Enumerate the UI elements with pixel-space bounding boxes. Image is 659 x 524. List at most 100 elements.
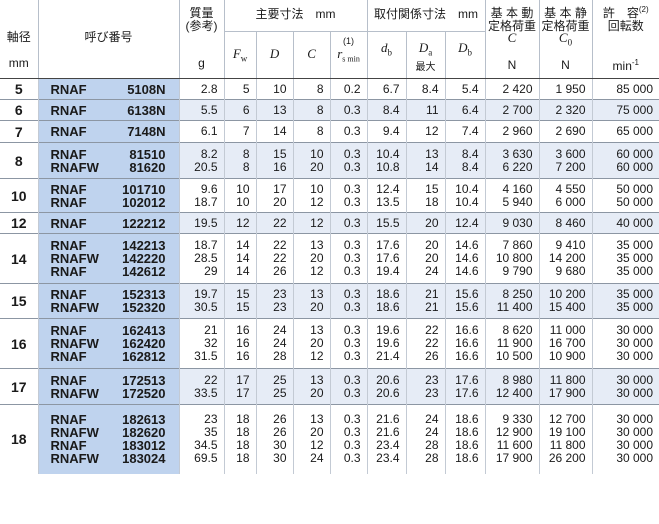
fw-value: 18 [236, 438, 250, 453]
shaft-size-cell: 14 [0, 233, 38, 284]
d-value: 17 [273, 181, 287, 196]
db-value: 6.7 [382, 81, 400, 96]
part-number: 172513 [122, 372, 166, 388]
Db-value: 17.6 [455, 385, 479, 400]
stat-load-cell: 3 600 7 200 [538, 142, 593, 179]
rs-value: 0.3 [343, 287, 361, 301]
stat-load-value: 10 900 [548, 349, 586, 363]
speed-cell: 85 000 [591, 78, 659, 100]
header-Db: Db [444, 32, 485, 78]
Db-cell: 14.6 14.6 14.6 [444, 233, 486, 284]
series-label: RNAF [50, 238, 87, 253]
da-cell: 23 23 [405, 368, 445, 405]
dyn-load-cell: 8 980 12 400 [484, 368, 540, 405]
da-symbol: D [418, 40, 429, 55]
Db-value: 18.6 [455, 451, 479, 466]
series-label: RNAFW [50, 425, 99, 441]
designation-cell: RNAF 162413 RNAFW 162420 RNAF 162812 [37, 318, 179, 369]
c-value: 20 [310, 425, 324, 440]
mount-dims-label: 取付関係寸法 mm [374, 7, 478, 21]
designation-cell: RNAF 81510 RNAFW 81620 [37, 142, 179, 179]
da-cell: 12 [405, 120, 445, 143]
dyn-load-value: 12 400 [495, 385, 533, 400]
da-sub: a [428, 47, 433, 58]
series-label: RNAF [50, 146, 87, 162]
da-value: 21 [425, 287, 439, 301]
c-value: 12 [310, 438, 324, 453]
table-row: 8 RNAF 81510 RNAFW 81620 8.2 20.5 8 8 15 16 10 20 0.3… [0, 142, 659, 179]
db-value: 13.5 [376, 194, 400, 209]
series-label: RNAF [50, 181, 87, 197]
db-cell: 6.7 [366, 78, 406, 100]
speed-cell: 30 000 30 000 30 000 30 000 [591, 404, 659, 474]
Db-cell: 7.4 [444, 120, 486, 143]
speed-value: 35 000 [616, 300, 654, 314]
mass-value: 6.1 [200, 124, 218, 138]
series-label: RNAFW [50, 300, 99, 315]
speed-cell: 50 000 50 000 [591, 178, 659, 213]
da-cell: 20 20 24 [405, 233, 445, 284]
series-label: RNAF [50, 349, 87, 364]
d-cell: 25 25 [255, 368, 293, 405]
mass-value: 19.7 [194, 287, 218, 301]
Db-cell: 15.6 15.6 [444, 283, 486, 319]
c-value: 13 [310, 323, 324, 337]
db-value: 23.4 [376, 451, 400, 466]
speed-value: 30 000 [616, 372, 654, 387]
Db-cell: 18.6 18.6 18.6 18.6 [444, 404, 486, 474]
speed-value: 85 000 [616, 81, 654, 96]
shaft-size-cell: 10 [0, 178, 38, 213]
designation-cell: RNAF 6138N [37, 99, 179, 121]
db-value: 23.4 [376, 438, 400, 453]
part-number: 5108N [127, 81, 166, 97]
Db-value: 18.6 [455, 438, 479, 453]
rs-symbol: r [337, 46, 343, 61]
series-label: RNAFW [50, 385, 99, 401]
rs-value: 0.3 [343, 194, 361, 209]
dyn-load-value: 11 900 [496, 336, 533, 350]
d-cell: 23 23 [255, 283, 293, 319]
fw-value: 8 [242, 146, 250, 161]
Db-value: 15.6 [455, 287, 479, 301]
speed-value: 35 000 [616, 287, 654, 301]
shaft-size-cell: 16 [0, 318, 38, 369]
rs-cell: 0.3 0.3 [329, 283, 367, 319]
part-number: 142220 [122, 251, 166, 266]
shaft-size-cell: 15 [0, 283, 38, 319]
c-value: 10 [310, 181, 324, 196]
d-value: 14 [273, 124, 287, 138]
rs-cell: 0.3 0.3 0.3 [329, 233, 367, 284]
header-allowable-speed: 許 容(2) 回転数 min-1 [591, 0, 659, 79]
da-cell: 20 [405, 212, 445, 234]
dyn-load-value: 17 900 [495, 451, 533, 466]
d-value: 24 [273, 336, 287, 350]
designation-cell: RNAF 182613 RNAFW 182620 RNAF 183012 RNAFW 1830… [37, 404, 179, 474]
mass-cell: 8.2 20.5 [178, 142, 224, 179]
da-value: 24 [425, 425, 439, 440]
fw-value: 17 [236, 372, 250, 387]
da-cell: 13 14 [405, 142, 445, 179]
fw-value: 16 [236, 323, 250, 337]
part-number: 142612 [122, 264, 166, 279]
stat-symbol: C [558, 30, 568, 45]
stat-sub: 0 [567, 37, 573, 48]
c-value: 20 [310, 385, 324, 400]
rs-value: 0.3 [343, 385, 361, 400]
bearing-spec-table: 軸径 mm 呼び番号 質量 (参考) g 主要寸法 mm Fw [0, 0, 659, 474]
fw-value: 10 [236, 181, 250, 196]
da-value: 23 [425, 385, 439, 400]
rs-value: 0.3 [343, 451, 361, 466]
mass-value: 5.5 [200, 102, 218, 117]
db-value: 8.4 [382, 102, 400, 117]
stat-load-value: 9 680 [555, 264, 586, 278]
fw-cell: 18 18 18 18 [223, 404, 256, 474]
dyn-load-cell: 2 700 [484, 99, 540, 121]
c-cell: 13 20 [292, 283, 330, 319]
mass-cell: 22 33.5 [178, 368, 224, 405]
c-cell: 13 20 12 [292, 233, 330, 284]
speed-value: 30 000 [616, 349, 654, 363]
speed-value: 65 000 [616, 124, 654, 138]
Db-cell: 6.4 [444, 99, 486, 121]
c-value: 20 [310, 251, 324, 265]
series-label: RNAFW [50, 451, 99, 467]
